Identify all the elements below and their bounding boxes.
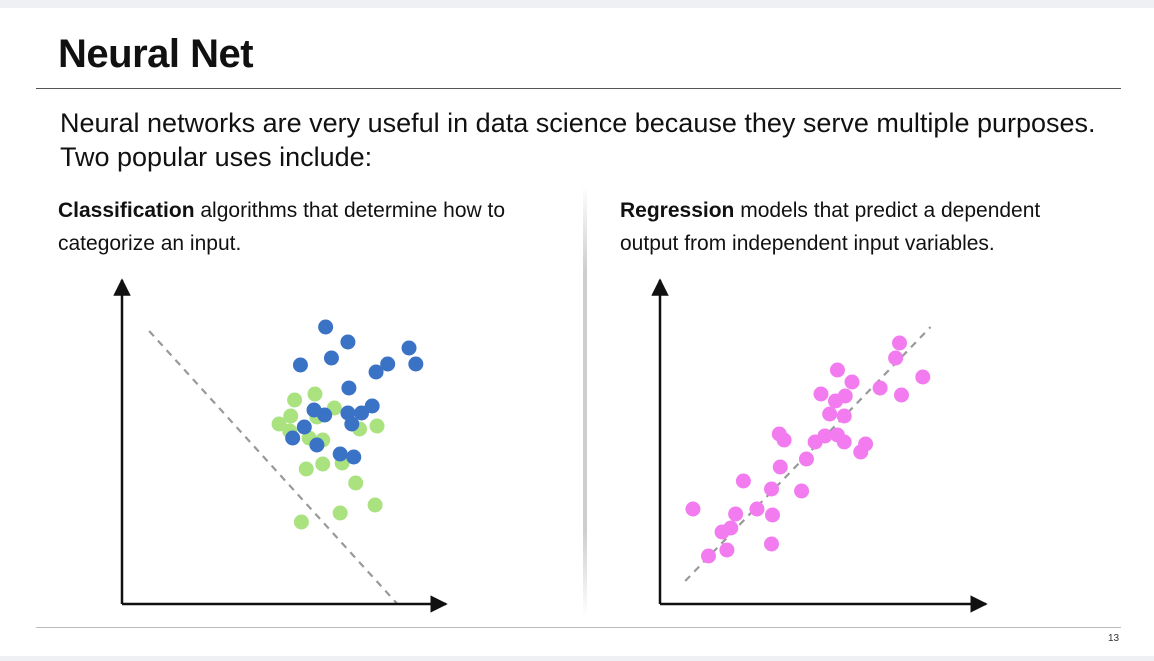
regression-marks	[684, 326, 932, 582]
classification-point-1	[364, 398, 380, 414]
regression-point-0	[700, 548, 716, 564]
classification-point-0	[315, 456, 331, 472]
page-number: 13	[1108, 633, 1120, 644]
regression-point-0	[872, 380, 888, 396]
classification-point-0	[348, 475, 364, 491]
regression-point-0	[836, 434, 852, 450]
regression-point-0	[685, 501, 701, 517]
classification-point-0	[307, 386, 323, 402]
regression-description: Regression models that predict a depende…	[620, 194, 1100, 260]
classification-marks	[148, 319, 424, 605]
regression-point-0	[892, 335, 908, 351]
classification-point-1	[408, 356, 424, 372]
regression-point-0	[829, 362, 845, 378]
classification-point-1	[344, 416, 360, 432]
regression-point-0	[723, 520, 739, 536]
regression-point-0	[836, 408, 852, 424]
regression-point-0	[822, 406, 838, 422]
classification-point-0	[369, 418, 385, 434]
classification-point-1	[317, 407, 333, 423]
classification-dashed-line	[148, 330, 399, 605]
regression-point-0	[915, 369, 931, 385]
classification-point-0	[332, 505, 348, 521]
regression-point-0	[798, 451, 814, 467]
regression-text: models that predict a dependent output f…	[620, 199, 1041, 255]
classification-point-1	[401, 340, 417, 356]
intro-text: Neural networks are very useful in data …	[60, 108, 1096, 172]
regression-point-0	[893, 387, 909, 403]
classification-point-1	[354, 405, 370, 421]
title-divider	[36, 88, 1121, 89]
regression-dashed-line	[684, 326, 932, 582]
regression-point-0	[764, 536, 780, 552]
regression-point-0	[764, 481, 780, 497]
regression-point-0	[837, 388, 853, 404]
classification-point-1	[332, 446, 348, 462]
classification-point-1	[380, 356, 396, 372]
regression-point-0	[858, 436, 874, 452]
classification-point-1	[323, 350, 339, 366]
classification-point-0	[283, 408, 299, 424]
regression-point-0	[764, 507, 780, 523]
regression-point-0	[813, 386, 829, 402]
classification-point-1	[285, 430, 301, 446]
regression-point-0	[844, 374, 860, 390]
regression-point-0	[888, 350, 904, 366]
column-divider	[583, 186, 587, 616]
classification-plot	[113, 278, 448, 613]
bottom-strip	[0, 656, 1154, 661]
footer-divider	[36, 627, 1121, 628]
classification-point-1	[292, 357, 308, 373]
top-strip	[0, 0, 1154, 8]
regression-point-0	[772, 459, 788, 475]
slide-title: Neural Net	[58, 32, 254, 76]
classification-term: Classification	[58, 199, 195, 222]
classification-point-1	[346, 449, 362, 465]
regression-point-0	[749, 501, 765, 517]
classification-point-1	[318, 319, 334, 335]
classification-point-0	[271, 416, 287, 432]
classification-text: algorithms that determine how to categor…	[58, 199, 506, 255]
classification-point-0	[367, 497, 383, 513]
classification-point-1	[341, 380, 357, 396]
regression-point-0	[719, 542, 735, 558]
regression-point-0	[776, 432, 792, 448]
regression-point-0	[817, 428, 833, 444]
classification-point-1	[368, 364, 384, 380]
classification-point-0	[293, 514, 309, 530]
regression-point-0	[735, 473, 751, 489]
classification-description: Classification algorithms that determine…	[58, 194, 538, 260]
regression-plot	[651, 278, 988, 613]
classification-point-1	[296, 419, 312, 435]
classification-point-1	[340, 334, 356, 350]
regression-term: Regression	[620, 199, 735, 222]
classification-point-0	[287, 392, 303, 408]
classification-point-0	[298, 461, 314, 477]
classification-point-1	[309, 437, 325, 453]
regression-point-0	[728, 506, 744, 522]
regression-point-0	[794, 483, 810, 499]
